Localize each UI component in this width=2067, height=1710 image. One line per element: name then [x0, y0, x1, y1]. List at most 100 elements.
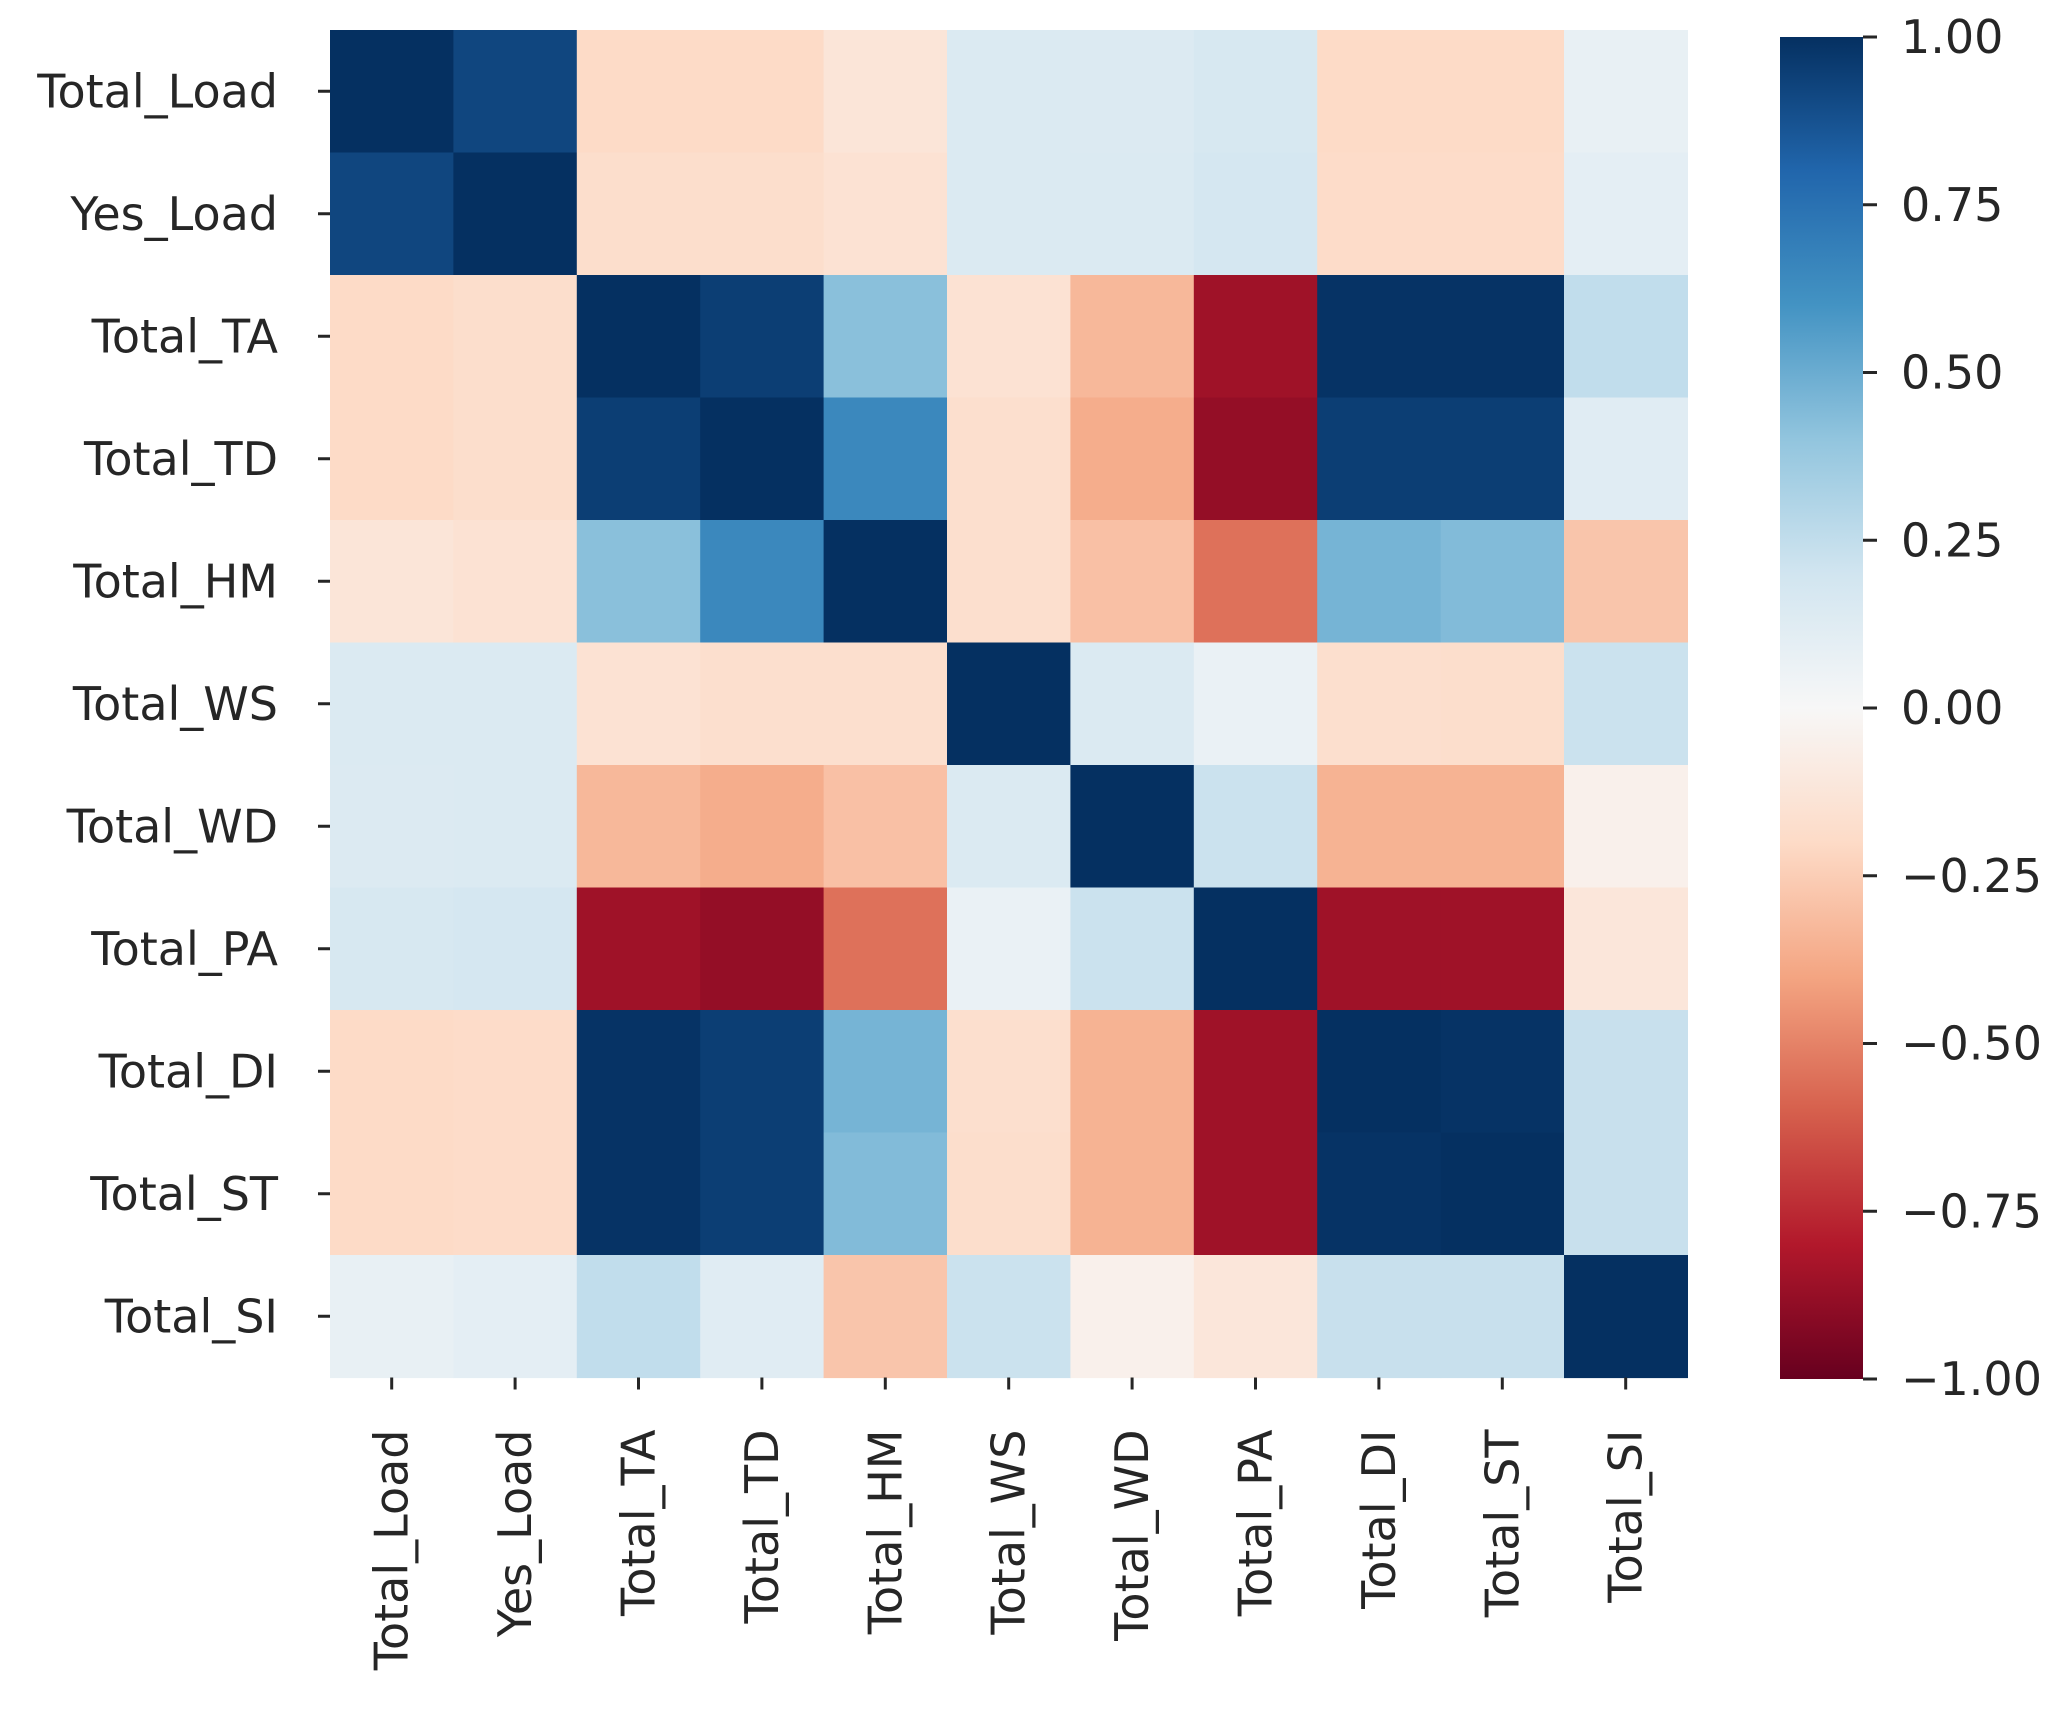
heatmap-cell — [453, 642, 578, 766]
heatmap-cell — [1564, 152, 1688, 276]
row-label: Total_DI — [98, 1044, 278, 1098]
col-label: Total_HM — [858, 1430, 912, 1636]
heatmap-cell — [1564, 397, 1688, 521]
heatmap-cell — [453, 397, 578, 521]
heatmap-cell — [823, 1255, 948, 1379]
heatmap-cell — [947, 642, 1071, 766]
row-label: Total_TD — [83, 432, 278, 486]
colorbar-tick-label: −1.00 — [1901, 1352, 2042, 1406]
heatmap-cell — [823, 642, 948, 766]
heatmap-cell — [1440, 152, 1565, 276]
heatmap-cell — [1317, 275, 1442, 399]
col-label: Total_DI — [1352, 1430, 1406, 1610]
col-label: Total_ST — [1475, 1429, 1529, 1619]
heatmap-cell — [1317, 520, 1442, 644]
heatmap-cell — [947, 887, 1071, 1011]
heatmap-cell — [576, 1255, 701, 1379]
heatmap-cell — [1070, 642, 1195, 766]
colorbar-tick-label: 0.75 — [1901, 178, 2003, 232]
colorbar-ticks: 1.00 0.75 0.50 0.25 0.00 −0.25 −0.50 −0.75 −1.00 — [1863, 10, 2042, 1406]
heatmap-cell — [700, 1255, 825, 1379]
heatmap-cell — [453, 1010, 578, 1134]
heatmap-cell — [1070, 1255, 1195, 1379]
colorbar-tick-label: 0.50 — [1901, 346, 2003, 400]
heatmap-cell — [823, 397, 948, 521]
heatmap-cell — [1564, 520, 1688, 644]
heatmap-cell — [1440, 1132, 1565, 1256]
heatmap-cell — [1070, 887, 1195, 1011]
heatmap-cell — [1317, 1010, 1442, 1134]
heatmap-cell — [1317, 642, 1442, 766]
heatmap-cell — [1564, 30, 1688, 154]
heatmap-cell — [823, 765, 948, 889]
heatmap-cell — [330, 30, 454, 154]
heatmap-cell — [1193, 887, 1318, 1011]
heatmap-cell — [947, 765, 1071, 889]
heatmap-cell — [1564, 1010, 1688, 1134]
row-label: Total_PA — [90, 922, 278, 976]
heatmap-cell — [1317, 30, 1442, 154]
heatmap-cell — [1193, 30, 1318, 154]
heatmap-cell — [947, 275, 1071, 399]
heatmap-cell — [1070, 520, 1195, 644]
heatmap-cell — [330, 275, 454, 399]
heatmap-cell — [453, 887, 578, 1011]
heatmap-cell — [576, 642, 701, 766]
heatmap-cell — [823, 30, 948, 154]
heatmap-cell — [700, 765, 825, 889]
heatmap-cell — [1317, 1255, 1442, 1379]
heatmap-cell — [330, 152, 454, 276]
heatmap-cell — [700, 397, 825, 521]
heatmap-cell — [947, 397, 1071, 521]
heatmap-cell — [576, 1132, 701, 1256]
heatmap-cell — [1193, 397, 1318, 521]
heatmap-cell — [453, 275, 578, 399]
heatmap-cell — [1317, 765, 1442, 889]
heatmap-cell — [1440, 887, 1565, 1011]
heatmap-cell — [823, 1010, 948, 1134]
heatmap-cell — [576, 275, 701, 399]
heatmap-cell — [1564, 1255, 1688, 1379]
heatmap-cell — [1317, 152, 1442, 276]
heatmap-cell — [576, 30, 701, 154]
heatmap-cell — [1440, 765, 1565, 889]
heatmap-cell — [330, 765, 454, 889]
heatmap-cell — [823, 152, 948, 276]
heatmap-cell — [453, 152, 578, 276]
heatmap-cell — [1193, 1255, 1318, 1379]
heatmap-cell — [947, 1255, 1071, 1379]
col-label: Total_PA — [1229, 1429, 1283, 1617]
heatmap-cell — [1317, 1132, 1442, 1256]
heatmap-cell — [576, 887, 701, 1011]
heatmap-cell — [576, 765, 701, 889]
heatmap-cell — [947, 30, 1071, 154]
heatmap-cell — [700, 1010, 825, 1134]
heatmap-cell — [576, 397, 701, 521]
heatmap-cell — [1070, 152, 1195, 276]
heatmap-cell — [1440, 275, 1565, 399]
heatmap-cell — [947, 1010, 1071, 1134]
heatmap-cell — [576, 1010, 701, 1134]
heatmap-cell — [700, 275, 825, 399]
heatmap-cell — [453, 1132, 578, 1256]
col-label: Total_WD — [1105, 1430, 1159, 1642]
heatmap-cell — [700, 887, 825, 1011]
heatmap-cell — [1193, 520, 1318, 644]
row-label: Total_WS — [72, 677, 278, 731]
colorbar-tick-label: −0.25 — [1901, 849, 2042, 903]
heatmap-cell — [1070, 1010, 1195, 1134]
heatmap-cell — [947, 1132, 1071, 1256]
heatmap-cell — [330, 397, 454, 521]
colorbar-tick-label: 0.25 — [1901, 513, 2003, 567]
row-labels: Total_Load Yes_Load Total_TA Total_TD Total_… — [36, 64, 330, 1343]
col-label: Total_Load — [365, 1430, 419, 1672]
heatmap-cell — [1070, 765, 1195, 889]
heatmap-cell — [330, 1132, 454, 1256]
heatmap-cell — [700, 520, 825, 644]
colorbar-tick-label: 1.00 — [1901, 10, 2003, 64]
col-label: Yes_Load — [488, 1430, 542, 1639]
heatmap-cell — [453, 1255, 578, 1379]
row-label: Yes_Load — [69, 187, 278, 241]
heatmap-cell — [576, 152, 701, 276]
colorbar-gradient-bar — [1780, 37, 1863, 1379]
